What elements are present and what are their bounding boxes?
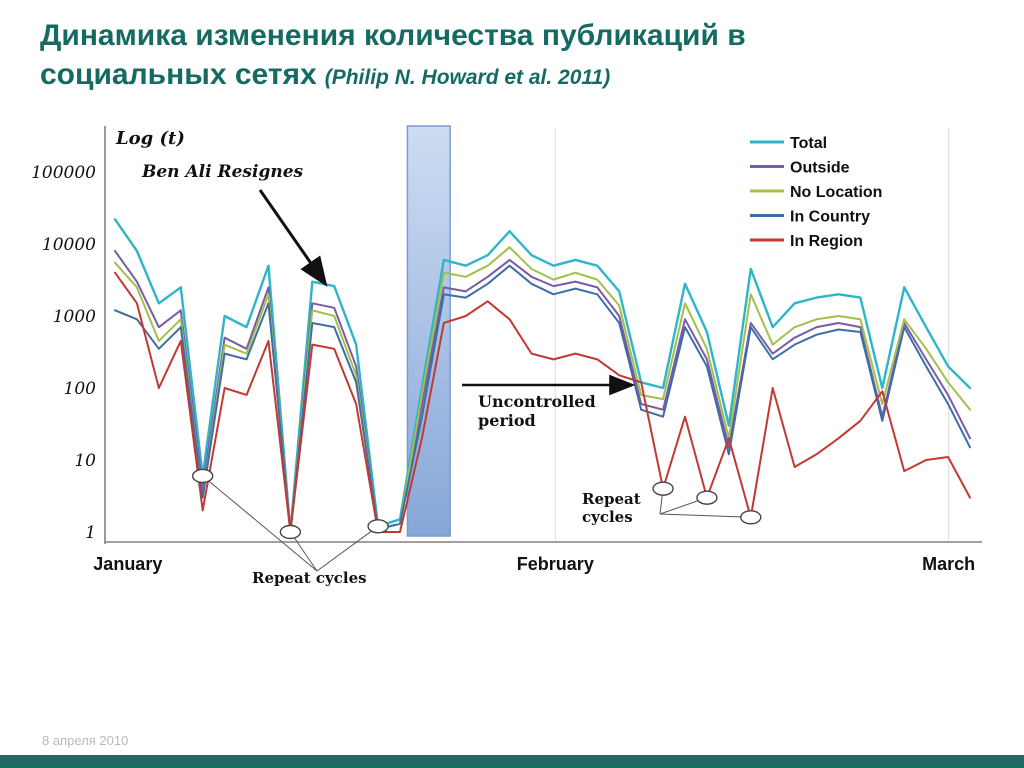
series-no-location bbox=[114, 246, 971, 533]
x-month-label: March bbox=[922, 554, 975, 574]
series-in-country bbox=[114, 264, 971, 533]
legend-label: Outside bbox=[790, 160, 850, 177]
x-month-label: January bbox=[93, 554, 162, 574]
repeat-cycle-marker bbox=[740, 510, 762, 525]
annotation-repeat-cycles-right: Repeat cycles bbox=[582, 490, 641, 526]
legend-label: No Location bbox=[790, 184, 882, 201]
chart-svg: 100000 10000 1000 100 10 1 January February Marc… bbox=[31, 125, 982, 574]
repeat-cycle-marker bbox=[367, 519, 389, 534]
repeat-cycle-connector bbox=[202, 475, 318, 572]
legend-label: In Region bbox=[790, 233, 863, 250]
series-in-region bbox=[114, 271, 971, 533]
bottom-accent-bar bbox=[0, 755, 1024, 768]
repeat-cycle-connector bbox=[316, 525, 379, 572]
repeat-cycle-connector bbox=[659, 513, 751, 518]
series-total bbox=[113, 218, 972, 534]
ben-ali-arrow bbox=[258, 189, 328, 287]
y-tick-label: 100000 bbox=[31, 163, 96, 183]
legend-label: In Country bbox=[790, 209, 870, 226]
y-tick-label: 1 bbox=[85, 523, 96, 543]
y-tick-label: 1000 bbox=[53, 307, 96, 327]
repeat-cycle-marker bbox=[191, 468, 214, 484]
annotation-repeat-cycles-left: Repeat cycles bbox=[252, 569, 367, 587]
page-title: Динамика изменения количества публикаций… bbox=[40, 16, 990, 94]
slide-date: 8 апреля 2010 bbox=[42, 733, 129, 748]
y-tick-label: 100 bbox=[64, 379, 97, 399]
title-citation: (Philip N. Howard et al. 2011) bbox=[324, 66, 611, 89]
legend-label: Total bbox=[790, 135, 827, 152]
y-tick-label: 10 bbox=[74, 451, 96, 471]
repeat-cycle-marker bbox=[696, 490, 718, 505]
title-line2: социальных сетях bbox=[40, 58, 317, 91]
annotation-uncontrolled-period: Uncontrolled period bbox=[478, 392, 596, 431]
repeat-cycle-marker bbox=[279, 524, 302, 540]
x-month-label: February bbox=[517, 554, 594, 574]
series-outside bbox=[114, 249, 971, 533]
publications-chart: 100000 10000 1000 100 10 1 January February Marc… bbox=[30, 122, 995, 600]
title-line1: Динамика изменения количества публикаций… bbox=[40, 19, 746, 52]
y-axis-label: Log (t) bbox=[116, 128, 185, 149]
repeat-cycle-marker bbox=[652, 481, 674, 496]
y-tick-label: 10000 bbox=[42, 235, 96, 255]
annotation-ben-ali: Ben Ali Resignes bbox=[142, 162, 304, 182]
